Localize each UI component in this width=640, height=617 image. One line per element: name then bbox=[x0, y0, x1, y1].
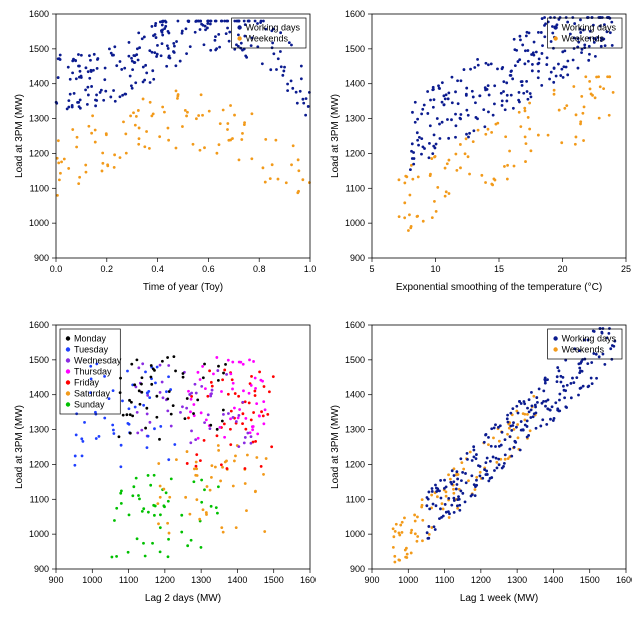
x-axis-label: Time of year (Toy) bbox=[143, 282, 223, 293]
y-tick-label: 1400 bbox=[345, 79, 365, 89]
y-tick-label: 1600 bbox=[29, 9, 49, 19]
x-tick-label: 1100 bbox=[435, 575, 454, 585]
x-tick-label: 0.2 bbox=[101, 264, 114, 274]
y-tick-label: 1200 bbox=[345, 148, 365, 158]
legend-item: Monday bbox=[74, 333, 107, 343]
legend-item: Thursday bbox=[74, 366, 112, 376]
x-tick-label: 15 bbox=[494, 264, 504, 274]
y-tick-label: 1300 bbox=[29, 114, 49, 124]
x-tick-label: 1100 bbox=[119, 575, 138, 585]
legend-item: Working days bbox=[246, 23, 301, 33]
x-tick-label: 1000 bbox=[82, 575, 102, 585]
legend-item: Sunday bbox=[74, 399, 105, 409]
y-tick-label: 1100 bbox=[346, 494, 365, 504]
series bbox=[187, 356, 266, 440]
x-tick-label: 25 bbox=[621, 264, 631, 274]
y-tick-label: 1300 bbox=[345, 424, 365, 434]
y-tick-label: 1500 bbox=[29, 354, 49, 364]
x-tick-label: 1000 bbox=[398, 575, 418, 585]
y-tick-label: 1000 bbox=[29, 529, 49, 539]
y-tick-label: 1000 bbox=[29, 218, 49, 228]
y-axis-label: Load at 3PM (MW) bbox=[14, 405, 25, 489]
x-tick-label: 1400 bbox=[227, 575, 247, 585]
y-tick-label: 1000 bbox=[345, 529, 365, 539]
x-tick-label: 1600 bbox=[300, 575, 316, 585]
x-tick-label: 1300 bbox=[191, 575, 211, 585]
legend-item: Tuesday bbox=[74, 344, 109, 354]
y-tick-label: 1500 bbox=[345, 44, 365, 54]
y-tick-label: 1300 bbox=[29, 424, 49, 434]
series bbox=[156, 444, 267, 534]
panel-bottom-right: 900 1000 1100 1200 1300 1400 1500 1600 900 1000 11… bbox=[324, 319, 632, 610]
x-axis-label: Exponential smoothing of the temperature… bbox=[396, 282, 602, 293]
x-axis-label: Lag 2 days (MW) bbox=[145, 593, 221, 604]
series bbox=[392, 394, 537, 563]
y-tick-label: 900 bbox=[34, 564, 49, 574]
x-tick-label: 0.6 bbox=[202, 264, 215, 274]
series bbox=[56, 90, 311, 197]
legend-item: Weekends bbox=[562, 344, 605, 354]
x-axis-label: Lag 1 week (MW) bbox=[460, 593, 538, 604]
panel-top-left: 0.0 0.2 0.4 0.6 0.8 1.0 900 1000 1100 1200 1300 140… bbox=[8, 8, 316, 299]
y-tick-label: 1200 bbox=[345, 459, 365, 469]
x-tick-label: 1500 bbox=[264, 575, 284, 585]
y-tick-label: 900 bbox=[350, 253, 365, 263]
y-tick-label: 1600 bbox=[29, 320, 49, 330]
legend-item: Working days bbox=[562, 23, 617, 33]
y-axis-label: Load at 3PM (MW) bbox=[330, 405, 341, 489]
chart-grid: 0.0 0.2 0.4 0.6 0.8 1.0 900 1000 1100 1200 1300 140… bbox=[8, 8, 632, 609]
x-tick-label: 900 bbox=[364, 575, 379, 585]
x-tick-label: 1300 bbox=[507, 575, 527, 585]
y-tick-label: 900 bbox=[350, 564, 365, 574]
x-tick-label: 5 bbox=[369, 264, 374, 274]
x-tick-label: 1200 bbox=[155, 575, 175, 585]
legend-item: Weekends bbox=[562, 34, 605, 44]
y-tick-label: 1100 bbox=[30, 183, 49, 193]
x-tick-label: 1.0 bbox=[304, 264, 316, 274]
panel-bottom-left: 900 1000 1100 1200 1300 1400 1500 1600 900 1000 11… bbox=[8, 319, 316, 610]
y-tick-label: 1100 bbox=[30, 494, 49, 504]
y-axis-label: Load at 3PM (MW) bbox=[330, 94, 341, 178]
x-tick-label: 0.4 bbox=[151, 264, 164, 274]
y-tick-label: 1500 bbox=[345, 354, 365, 364]
x-tick-label: 10 bbox=[430, 264, 440, 274]
y-tick-label: 1200 bbox=[29, 459, 49, 469]
y-axis-label: Load at 3PM (MW) bbox=[14, 94, 25, 178]
y-tick-label: 1600 bbox=[345, 9, 365, 19]
y-tick-label: 1200 bbox=[29, 148, 49, 158]
x-tick-label: 900 bbox=[48, 575, 63, 585]
x-tick-label: 1400 bbox=[543, 575, 563, 585]
x-tick-label: 1200 bbox=[471, 575, 491, 585]
x-tick-label: 0.8 bbox=[253, 264, 266, 274]
legend-item: Working days bbox=[562, 333, 617, 343]
y-tick-label: 1100 bbox=[346, 183, 365, 193]
legend-item: Weekends bbox=[246, 34, 289, 44]
legend-item: Saturday bbox=[74, 388, 111, 398]
y-tick-label: 1400 bbox=[345, 389, 365, 399]
x-tick-label: 20 bbox=[557, 264, 567, 274]
x-tick-label: 1600 bbox=[616, 575, 632, 585]
y-tick-label: 1400 bbox=[29, 79, 49, 89]
legend-item: Friday bbox=[74, 377, 100, 387]
y-tick-label: 1400 bbox=[29, 389, 49, 399]
x-tick-label: 1500 bbox=[580, 575, 600, 585]
panel-top-right: 5 10 15 20 25 900 1000 1100 1200 1300 1400 1500 1600… bbox=[324, 8, 632, 299]
series bbox=[111, 473, 220, 558]
y-tick-label: 1000 bbox=[345, 218, 365, 228]
y-tick-label: 1500 bbox=[29, 44, 49, 54]
y-tick-label: 900 bbox=[34, 253, 49, 263]
x-tick-label: 0.0 bbox=[50, 264, 63, 274]
legend-item: Wednesday bbox=[74, 355, 122, 365]
y-tick-label: 1300 bbox=[345, 114, 365, 124]
y-tick-label: 1600 bbox=[345, 320, 365, 330]
